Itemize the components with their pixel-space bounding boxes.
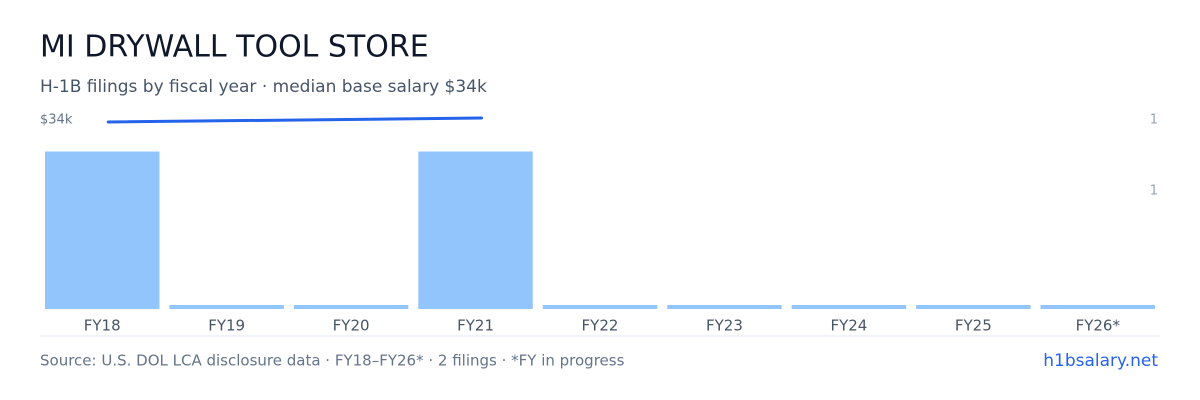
y-tick-label: 1 bbox=[1150, 183, 1158, 198]
x-tick-label: FY25 bbox=[955, 317, 992, 335]
bar bbox=[418, 151, 533, 309]
x-tick-label: FY21 bbox=[457, 317, 494, 335]
x-tick-label: FY20 bbox=[333, 317, 370, 335]
x-tick-label: FY18 bbox=[84, 317, 121, 335]
bar bbox=[45, 151, 160, 309]
chart-subtitle: H-1B filings by fiscal year · median bas… bbox=[40, 77, 487, 97]
bar bbox=[667, 305, 782, 309]
chart-title: MI DRYWALL TOOL STORE bbox=[40, 30, 429, 65]
x-tick-label: FY23 bbox=[706, 317, 743, 335]
salary-line bbox=[106, 116, 484, 124]
bar bbox=[791, 305, 907, 309]
bar bbox=[1040, 305, 1155, 309]
x-tick-label: FY22 bbox=[582, 317, 619, 335]
x-tick-label: FY19 bbox=[208, 317, 245, 335]
bar bbox=[293, 305, 409, 309]
bar bbox=[916, 305, 1031, 309]
site-link[interactable]: h1bsalary.net bbox=[1043, 351, 1158, 371]
x-tick-label: FY24 bbox=[830, 317, 867, 335]
y-tick-label: 1 bbox=[1150, 113, 1158, 128]
bar bbox=[542, 305, 658, 309]
source-note: Source: U.S. DOL LCA disclosure data · F… bbox=[40, 352, 625, 370]
x-tick-label: FY26* bbox=[1076, 317, 1121, 335]
y2-tick-label: $34k bbox=[40, 113, 73, 128]
bar bbox=[169, 305, 284, 309]
